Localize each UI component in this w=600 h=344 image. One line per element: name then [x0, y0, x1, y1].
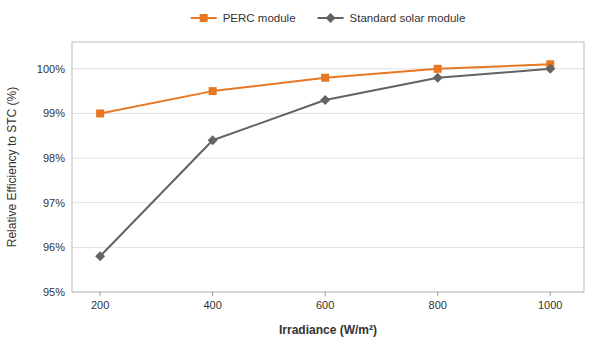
- x-tick: [437, 292, 438, 296]
- y-tick-label: 98%: [43, 152, 65, 164]
- x-tick: [100, 292, 101, 296]
- x-tick: [212, 292, 213, 296]
- series-group: [96, 60, 554, 117]
- y-ticks: 95% 96% 97% 98% 99% 100%: [37, 63, 65, 298]
- x-tick-label: 200: [91, 299, 109, 311]
- grid-line: [72, 113, 584, 114]
- grid: [72, 69, 584, 292]
- point-marker: [208, 135, 218, 145]
- grid-line: [72, 247, 584, 248]
- x-tick-label: 600: [316, 299, 334, 311]
- chart-container: 95% 96% 97% 98% 99% 100% 200 400 600 800 1000 Irrad…: [0, 0, 600, 344]
- x-tick-label: 1000: [538, 299, 562, 311]
- y-tick-label: 95%: [43, 286, 65, 298]
- point-marker: [209, 87, 217, 95]
- grid-line: [72, 202, 584, 203]
- point-marker: [95, 251, 105, 261]
- x-tick-label: 400: [203, 299, 221, 311]
- y-tick-label: 100%: [37, 63, 65, 75]
- legend-marker: [200, 14, 208, 22]
- point-marker: [96, 109, 104, 117]
- data-layer: [95, 60, 555, 261]
- legend-item: Standard solar module: [318, 12, 466, 24]
- y-tick-label: 99%: [43, 107, 65, 119]
- point-marker: [434, 65, 442, 73]
- point-marker: [545, 64, 555, 74]
- x-tick: [325, 292, 326, 296]
- x-tick-label: 800: [429, 299, 447, 311]
- plot-frame: [72, 42, 584, 292]
- y-tick-label: 96%: [43, 241, 65, 253]
- x-ticks: 200 400 600 800 1000: [91, 292, 563, 311]
- series-group: [95, 64, 555, 262]
- legend-marker: [326, 13, 336, 23]
- point-marker: [321, 74, 329, 82]
- point-marker: [320, 95, 330, 105]
- grid-line: [72, 158, 584, 159]
- chart-svg: 95% 96% 97% 98% 99% 100% 200 400 600 800 1000 Irrad…: [0, 0, 600, 344]
- series-line: [100, 69, 550, 257]
- y-tick-label: 97%: [43, 197, 65, 209]
- series-line: [100, 64, 550, 113]
- legend-label: Standard solar module: [350, 12, 466, 24]
- grid-line: [72, 68, 584, 69]
- x-axis-label: Irradiance (W/m²): [279, 323, 377, 337]
- x-tick: [550, 292, 551, 296]
- legend-label: PERC module: [223, 12, 296, 24]
- legend-item: PERC module: [191, 12, 296, 24]
- y-axis-label: Relative Efficiency to STC (%): [5, 87, 19, 248]
- point-marker: [433, 73, 443, 83]
- legend: PERC module Standard solar module: [191, 12, 466, 24]
